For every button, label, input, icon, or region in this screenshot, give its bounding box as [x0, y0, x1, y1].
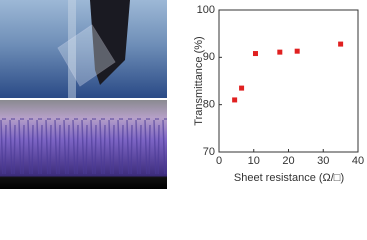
- photo: [0, 0, 167, 98]
- plot-frame: [218, 9, 359, 153]
- y-tick-label: 80: [203, 99, 215, 111]
- point: [277, 49, 283, 55]
- y-tick-label: 70: [203, 146, 215, 158]
- x-tick-label: 40: [352, 155, 364, 167]
- y-axis-label: Transmittance (%): [193, 36, 205, 125]
- x-tick-label: 10: [248, 155, 260, 167]
- point: [232, 97, 238, 103]
- y-tick-label: 100: [197, 4, 215, 16]
- x-tick-label: 0: [216, 155, 222, 167]
- y-tick-label: 90: [203, 51, 215, 63]
- point: [252, 51, 258, 57]
- figure: Transmittance (%) Sheet resistance (Ω/□)…: [0, 0, 364, 189]
- x-tick-label: 30: [317, 155, 329, 167]
- point: [294, 48, 300, 54]
- x-axis-label: Sheet resistance (Ω/□): [234, 172, 344, 184]
- point: [338, 41, 344, 47]
- x-tick-label: 20: [282, 155, 294, 167]
- sem-image: [0, 100, 167, 189]
- point: [239, 85, 245, 91]
